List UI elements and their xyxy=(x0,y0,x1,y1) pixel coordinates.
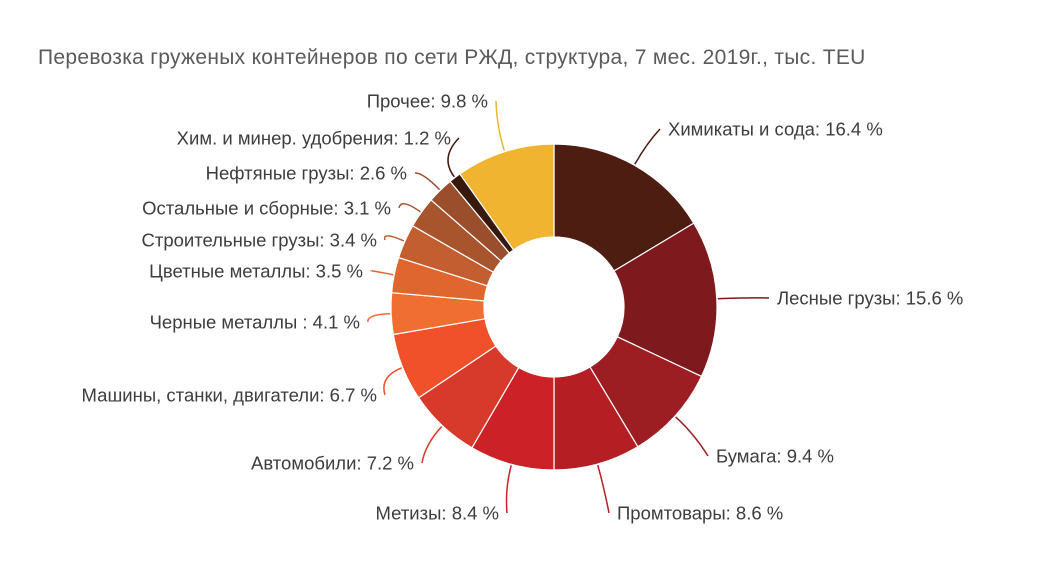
pie-slice-14[interactable] xyxy=(459,143,555,251)
slice-label-14: Прочее: 9.8 % xyxy=(367,91,488,112)
leader-line-3 xyxy=(675,416,709,457)
slice-label-4: Промтовары: 8.6 % xyxy=(617,503,783,524)
leader-line-1 xyxy=(634,128,661,165)
slice-label-13: Хим. и минер. удобрения: 1.2 % xyxy=(177,128,451,149)
slice-label-1: Химикаты и сода: 16.4 % xyxy=(668,119,883,140)
pie-slice-2[interactable] xyxy=(613,222,718,378)
slice-label-9: Цветные металлы: 3.5 % xyxy=(149,261,363,282)
leader-line-11 xyxy=(398,203,421,213)
slice-label-5: Метизы: 8.4 % xyxy=(376,503,499,524)
leader-line-13 xyxy=(447,137,460,178)
leader-line-14 xyxy=(495,100,506,151)
pie-slice-1[interactable] xyxy=(553,143,695,272)
leader-line-5 xyxy=(505,465,512,514)
leader-line-7 xyxy=(383,367,402,396)
slice-label-12: Нефтяные грузы: 2.6 % xyxy=(206,163,407,184)
leader-line-10 xyxy=(383,235,405,242)
slice-label-7: Машины, станки, двигатели: 6.7 % xyxy=(82,385,377,406)
leader-line-4 xyxy=(597,464,610,514)
leader-line-8 xyxy=(367,312,391,323)
slice-label-2: Лесные грузы: 15.6 % xyxy=(777,288,963,309)
leader-line-6 xyxy=(421,426,443,464)
chart-title: Перевозка груженых контейнеров по сети Р… xyxy=(38,46,866,69)
slice-label-3: Бумага: 9.4 % xyxy=(716,446,834,467)
slice-label-8: Черные металлы : 4.1 % xyxy=(150,312,360,333)
leader-line-2 xyxy=(717,297,770,300)
leader-line-12 xyxy=(414,172,441,191)
slice-label-6: Автомобили: 7.2 % xyxy=(251,453,414,474)
slice-label-11: Остальные и сборные: 3.1 % xyxy=(142,198,391,219)
slice-label-10: Строительные грузы: 3.4 % xyxy=(141,230,377,251)
leader-line-9 xyxy=(370,270,394,276)
